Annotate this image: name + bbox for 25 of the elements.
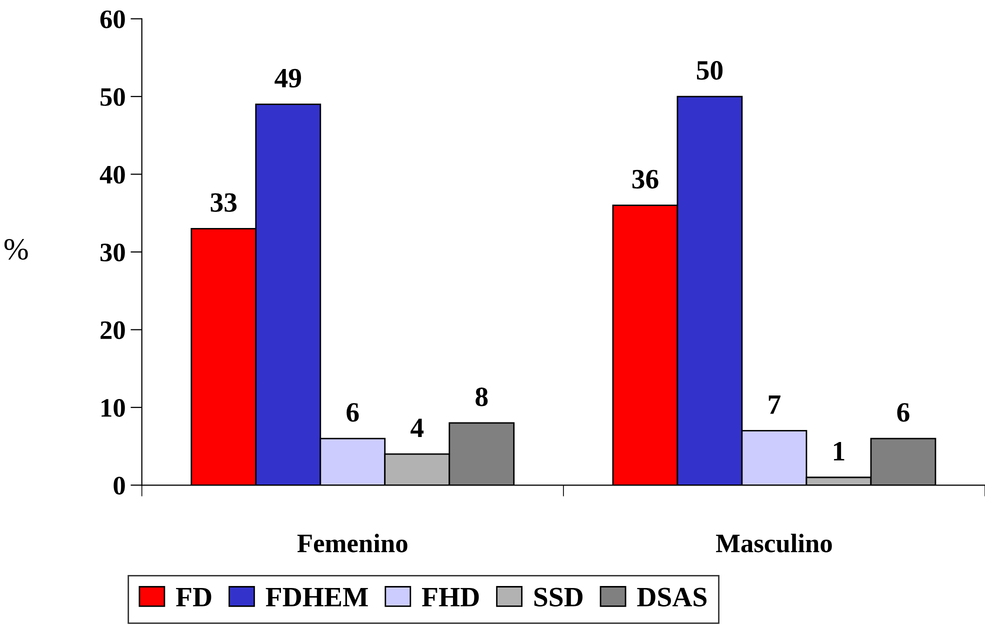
data-label: 8 <box>476 387 488 406</box>
data-label: 36 <box>632 170 658 189</box>
y-tick-label: 0 <box>114 476 125 495</box>
legend-label: FDHEM <box>266 588 368 606</box>
data-label: 6 <box>897 403 910 422</box>
y-tick-label: 20 <box>100 321 125 340</box>
x-tick-label: Femenino <box>297 534 408 552</box>
y-tick-label: 50 <box>100 88 125 106</box>
data-label: 7 <box>768 396 780 414</box>
data-label: 6 <box>346 403 359 422</box>
data-label: 49 <box>274 68 302 88</box>
data-label: 33 <box>210 193 237 212</box>
y-tick-label: 40 <box>100 166 125 184</box>
legend-label: FD <box>176 588 212 606</box>
data-label: 50 <box>696 61 723 80</box>
x-tick-label: Masculino <box>716 534 832 552</box>
legend-label: SSD <box>534 588 583 606</box>
data-label: 1 <box>834 442 844 460</box>
y-axis-title: % <box>4 238 28 260</box>
legend-label: DSAS <box>637 588 706 606</box>
legend-label: FHD <box>422 588 479 606</box>
y-tick-label: 10 <box>102 399 125 417</box>
data-label: 4 <box>410 418 424 438</box>
y-tick-label: 30 <box>100 244 125 262</box>
y-tick-label: 60 <box>100 10 125 28</box>
